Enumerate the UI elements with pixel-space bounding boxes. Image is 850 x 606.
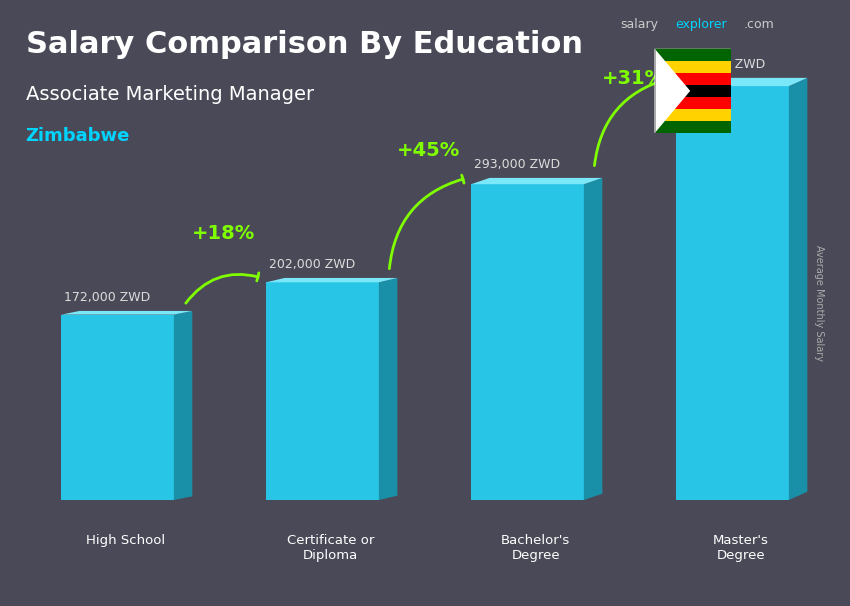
Bar bbox=[654, 61, 731, 73]
Bar bbox=[654, 85, 731, 97]
Text: High School: High School bbox=[86, 534, 165, 547]
Text: 172,000 ZWD: 172,000 ZWD bbox=[64, 291, 150, 304]
Text: +45%: +45% bbox=[396, 141, 460, 161]
Text: Average Monthly Salary: Average Monthly Salary bbox=[814, 245, 824, 361]
Text: .com: .com bbox=[744, 18, 774, 31]
Text: explorer: explorer bbox=[676, 18, 728, 31]
Text: Salary Comparison By Education: Salary Comparison By Education bbox=[26, 30, 582, 59]
Polygon shape bbox=[61, 311, 192, 315]
Text: Bachelor's
Degree: Bachelor's Degree bbox=[502, 534, 570, 562]
Bar bbox=[654, 48, 731, 133]
Bar bbox=[654, 121, 731, 133]
FancyBboxPatch shape bbox=[266, 282, 379, 500]
Polygon shape bbox=[266, 278, 397, 282]
Text: Associate Marketing Manager: Associate Marketing Manager bbox=[26, 85, 314, 104]
Polygon shape bbox=[789, 78, 808, 500]
Bar bbox=[654, 109, 731, 121]
Polygon shape bbox=[379, 278, 397, 500]
Text: salary: salary bbox=[620, 18, 659, 31]
Polygon shape bbox=[174, 311, 192, 500]
Bar bbox=[654, 73, 731, 85]
Bar bbox=[654, 48, 731, 61]
Text: +31%: +31% bbox=[602, 68, 665, 87]
Polygon shape bbox=[584, 178, 603, 500]
Text: +18%: +18% bbox=[191, 224, 255, 243]
Text: Zimbabwe: Zimbabwe bbox=[26, 127, 130, 145]
Bar bbox=[654, 97, 731, 109]
Text: Master's
Degree: Master's Degree bbox=[713, 534, 768, 562]
Polygon shape bbox=[676, 78, 807, 86]
Text: 384,000 ZWD: 384,000 ZWD bbox=[679, 58, 765, 70]
Polygon shape bbox=[654, 48, 690, 133]
FancyBboxPatch shape bbox=[676, 86, 789, 500]
Polygon shape bbox=[471, 178, 603, 184]
FancyBboxPatch shape bbox=[471, 184, 584, 500]
Text: Certificate or
Diploma: Certificate or Diploma bbox=[287, 534, 374, 562]
Text: 293,000 ZWD: 293,000 ZWD bbox=[474, 158, 560, 171]
Text: 202,000 ZWD: 202,000 ZWD bbox=[269, 258, 355, 271]
FancyBboxPatch shape bbox=[61, 315, 174, 500]
